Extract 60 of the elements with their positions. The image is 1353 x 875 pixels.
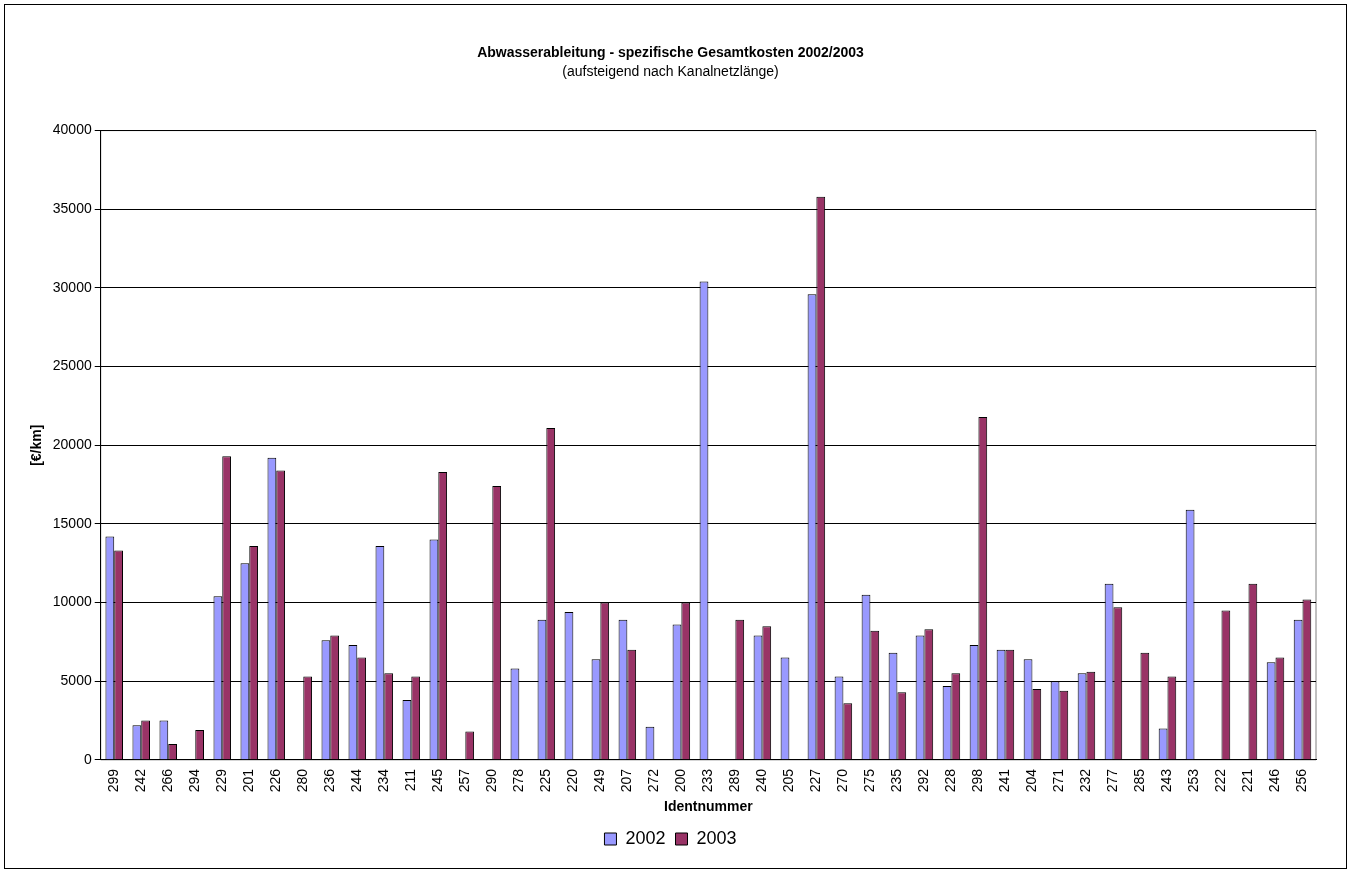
x-tick-label: 222 <box>1212 768 1229 793</box>
x-tick-label: 205 <box>780 768 797 793</box>
x-tick-label: 272 <box>645 768 662 793</box>
x-tick-label: 280 <box>294 768 311 793</box>
x-tick-label: 249 <box>591 768 608 793</box>
x-tick-label: 298 <box>969 768 986 793</box>
legend-label: 2002 <box>625 827 666 848</box>
x-tick-label: 207 <box>618 768 635 793</box>
y-tick-label: 5000 <box>60 672 92 689</box>
x-tick-label: 285 <box>1131 768 1148 793</box>
x-tick-label: 257 <box>456 768 473 793</box>
x-tick-label: 277 <box>1104 768 1121 793</box>
y-tick-label: 10000 <box>52 593 92 610</box>
x-tick-label: 234 <box>375 768 392 793</box>
y-tick-label: 0 <box>83 750 92 767</box>
x-tick-label: 236 <box>321 768 338 793</box>
y-tick-label: 30000 <box>52 278 92 295</box>
x-tick-label: 290 <box>483 768 500 793</box>
x-tick-label: 221 <box>1239 768 1256 793</box>
x-tick-label: 253 <box>1185 768 1202 793</box>
x-tick-label: 229 <box>213 768 230 793</box>
x-tick-label: 246 <box>1266 768 1283 793</box>
x-tick-label: 200 <box>672 768 689 793</box>
x-tick-label: 235 <box>888 768 905 793</box>
y-tick-label: 15000 <box>52 514 92 531</box>
x-tick-label: 243 <box>1158 768 1175 793</box>
x-tick-label: 204 <box>1023 768 1040 793</box>
x-tick-label: 245 <box>429 768 446 793</box>
chart-subtitle: (aufsteigend nach Kanalnetzlänge) <box>562 63 779 80</box>
chart-title: Abwasserableitung - spezifische Gesamtkosten 2002/2003 <box>477 44 865 61</box>
x-tick-label: 256 <box>1293 768 1310 793</box>
x-tick-label: 232 <box>1077 768 1094 793</box>
x-tick-label: 201 <box>240 768 257 793</box>
x-tick-label: 289 <box>726 768 743 793</box>
x-tick-label: 241 <box>996 768 1013 793</box>
x-tick-label: 292 <box>915 768 932 793</box>
x-tick-label: 271 <box>1050 768 1067 793</box>
y-axis-title: [€/km] <box>28 424 45 466</box>
legend-label: 2003 <box>696 827 737 848</box>
x-tick-label: 211 <box>402 768 419 792</box>
x-tick-label: 299 <box>105 768 122 793</box>
x-tick-label: 233 <box>699 768 716 793</box>
x-tick-label: 227 <box>807 768 824 793</box>
y-tick-label: 25000 <box>52 357 92 374</box>
x-tick-label: 270 <box>834 768 851 793</box>
x-tick-label: 275 <box>861 768 878 793</box>
y-tick-label: 35000 <box>52 200 92 217</box>
y-tick-label: 20000 <box>52 436 92 453</box>
y-tick-label: 40000 <box>52 121 92 138</box>
x-tick-label: 225 <box>537 768 554 793</box>
x-tick-label: 240 <box>753 768 770 793</box>
x-tick-label: 266 <box>159 768 176 793</box>
x-tick-label: 228 <box>942 768 959 793</box>
x-tick-label: 278 <box>510 768 527 793</box>
x-tick-label: 244 <box>348 768 365 793</box>
x-axis-title: Identnummer <box>664 798 754 815</box>
x-tick-label: 226 <box>267 768 284 793</box>
x-tick-label: 242 <box>132 768 149 793</box>
x-tick-label: 220 <box>564 768 581 793</box>
x-tick-label: 294 <box>186 768 203 793</box>
